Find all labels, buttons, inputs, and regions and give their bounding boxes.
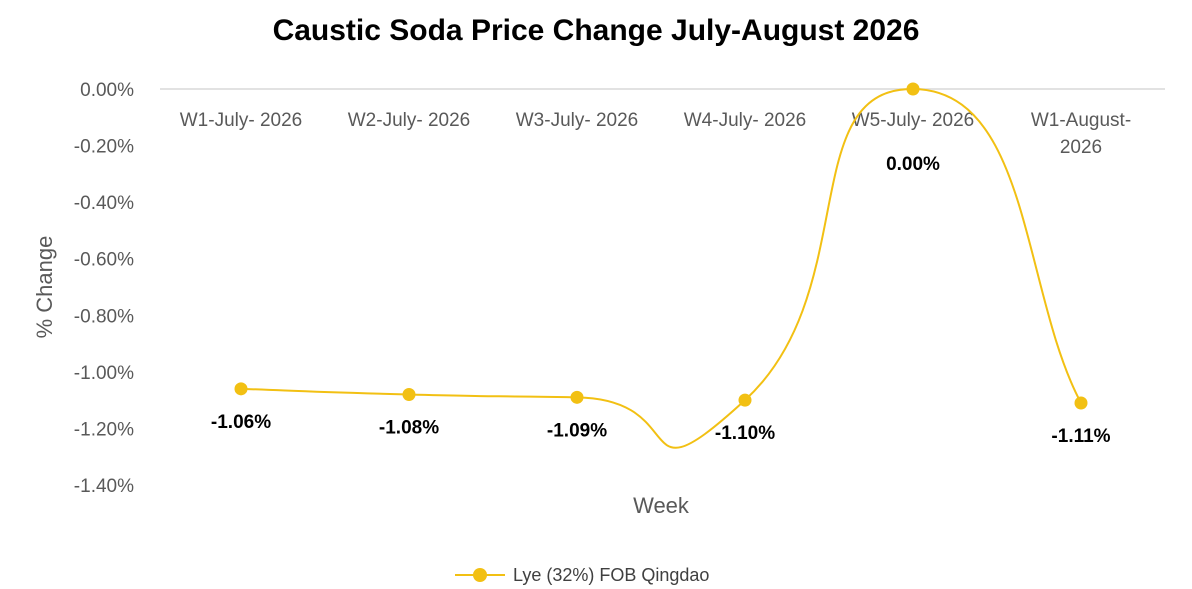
data-label: -1.08%	[379, 417, 439, 438]
x-category-label-line: W4-July- 2026	[684, 110, 807, 131]
data-point	[1074, 396, 1088, 410]
x-category-label: W4-July- 2026	[684, 110, 807, 131]
x-category-label-line: W3-July- 2026	[516, 110, 639, 131]
x-axis-title: Week	[633, 493, 690, 518]
data-label: -1.11%	[1051, 426, 1110, 447]
y-tick-label: -0.40%	[74, 193, 134, 214]
data-label: 0.00%	[886, 154, 940, 175]
y-tick-label: -0.20%	[74, 137, 134, 158]
data-point	[234, 382, 248, 396]
series-line	[240, 87, 1082, 449]
y-tick-label: 0.00%	[80, 80, 134, 101]
data-point	[402, 387, 416, 401]
y-tick-label: -0.80%	[74, 306, 134, 327]
x-category-label-line: 2026	[1060, 137, 1102, 158]
x-category-label: W2-July- 2026	[348, 110, 471, 131]
data-point	[738, 393, 752, 407]
data-labels: -1.06% -1.08% -1.09% -1.10% 0.00% -1.11%	[211, 154, 1111, 447]
legend: Lye (32%) FOB Qingdao	[455, 565, 709, 585]
x-axis-categories: W1-July- 2026 W2-July- 2026 W3-July- 2026 W…	[180, 110, 1131, 158]
y-tick-label: -0.60%	[74, 250, 134, 271]
x-category-label-line: W1-August-	[1031, 110, 1131, 131]
y-axis-title: % Change	[32, 236, 57, 339]
y-axis-ticks: 0.00% -0.20% -0.40% -0.60% -0.80% -1.00% -1.20…	[74, 80, 134, 497]
x-category-label: W1-August- 2026	[1031, 110, 1131, 158]
y-tick-label: -1.00%	[74, 363, 134, 384]
x-category-label-line: W1-July- 2026	[180, 110, 303, 131]
data-label: -1.09%	[547, 420, 607, 441]
x-category-label-line: W5-July- 2026	[852, 110, 975, 131]
data-point	[570, 390, 584, 404]
series-group	[234, 82, 1088, 449]
legend-marker-swatch	[473, 568, 487, 582]
y-tick-label: -1.20%	[74, 419, 134, 440]
chart-title: Caustic Soda Price Change July-August 20…	[272, 14, 920, 47]
x-category-label: W3-July- 2026	[516, 110, 639, 131]
legend-label: Lye (32%) FOB Qingdao	[513, 565, 709, 585]
y-tick-label: -1.40%	[74, 476, 134, 497]
data-label: -1.10%	[715, 423, 775, 444]
data-label: -1.06%	[211, 412, 271, 433]
x-category-label: W5-July- 2026	[852, 110, 975, 131]
data-point	[906, 82, 920, 96]
x-category-label: W1-July- 2026	[180, 110, 303, 131]
x-category-label-line: W2-July- 2026	[348, 110, 471, 131]
